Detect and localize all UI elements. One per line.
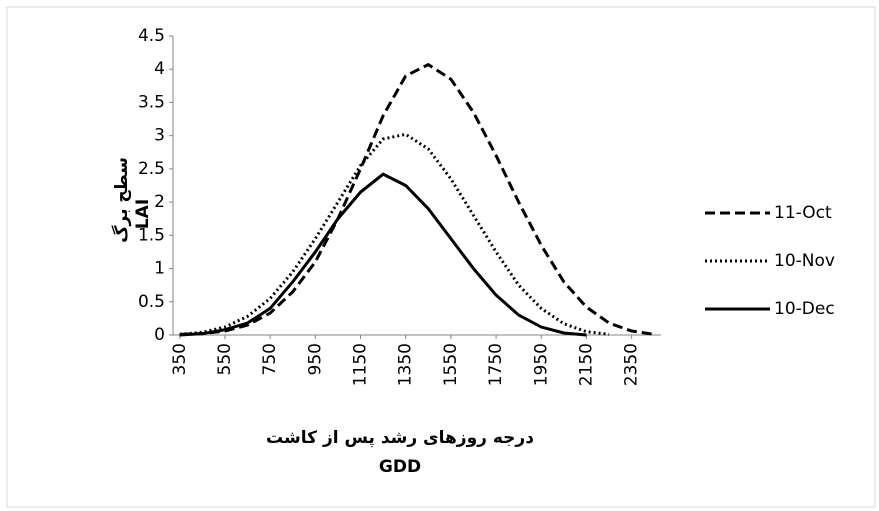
x-tick-label: 550 xyxy=(215,343,235,375)
y-tick-label: 0 xyxy=(154,325,165,345)
legend-label: 11-Oct xyxy=(774,203,832,223)
y-tick-label: 2.5 xyxy=(138,159,165,179)
data-line xyxy=(179,172,587,337)
x-tick-label: 1750 xyxy=(486,343,506,386)
y-tick-label: 2 xyxy=(154,192,165,212)
x-tick-label: 1150 xyxy=(351,343,371,386)
y-tick-label: 0.5 xyxy=(138,292,165,312)
x-tick-label: 2350 xyxy=(622,343,642,386)
y-tick-label: 3.5 xyxy=(138,92,165,112)
x-axis-title: GDD xyxy=(379,457,421,477)
x-tick-label: 2150 xyxy=(576,343,596,386)
chart-frame xyxy=(6,6,876,508)
data-line xyxy=(179,132,610,336)
x-axis-title: درجه روزهای رشد پس از کاشت xyxy=(266,428,534,448)
legend-label: 10-Dec xyxy=(774,299,835,319)
y-axis-title: LAI xyxy=(133,199,153,229)
x-tick-label: 1950 xyxy=(531,343,551,386)
y-axis-title: سطح برگ xyxy=(112,157,132,243)
x-tick-label: 1350 xyxy=(396,343,416,386)
x-tick-label: 1550 xyxy=(441,343,461,386)
y-tick-label: 4.5 xyxy=(138,26,165,46)
x-tick-label: 750 xyxy=(260,343,280,375)
y-tick-label: 3 xyxy=(154,126,165,146)
x-tick-label: 350 xyxy=(170,343,190,375)
y-tick-label: 1.5 xyxy=(138,225,165,245)
x-tick-label: 950 xyxy=(305,343,325,375)
legend-label: 10-Nov xyxy=(774,251,835,271)
data-line xyxy=(179,62,655,336)
y-tick-label: 1 xyxy=(154,259,165,279)
y-tick-label: 4 xyxy=(154,59,165,79)
